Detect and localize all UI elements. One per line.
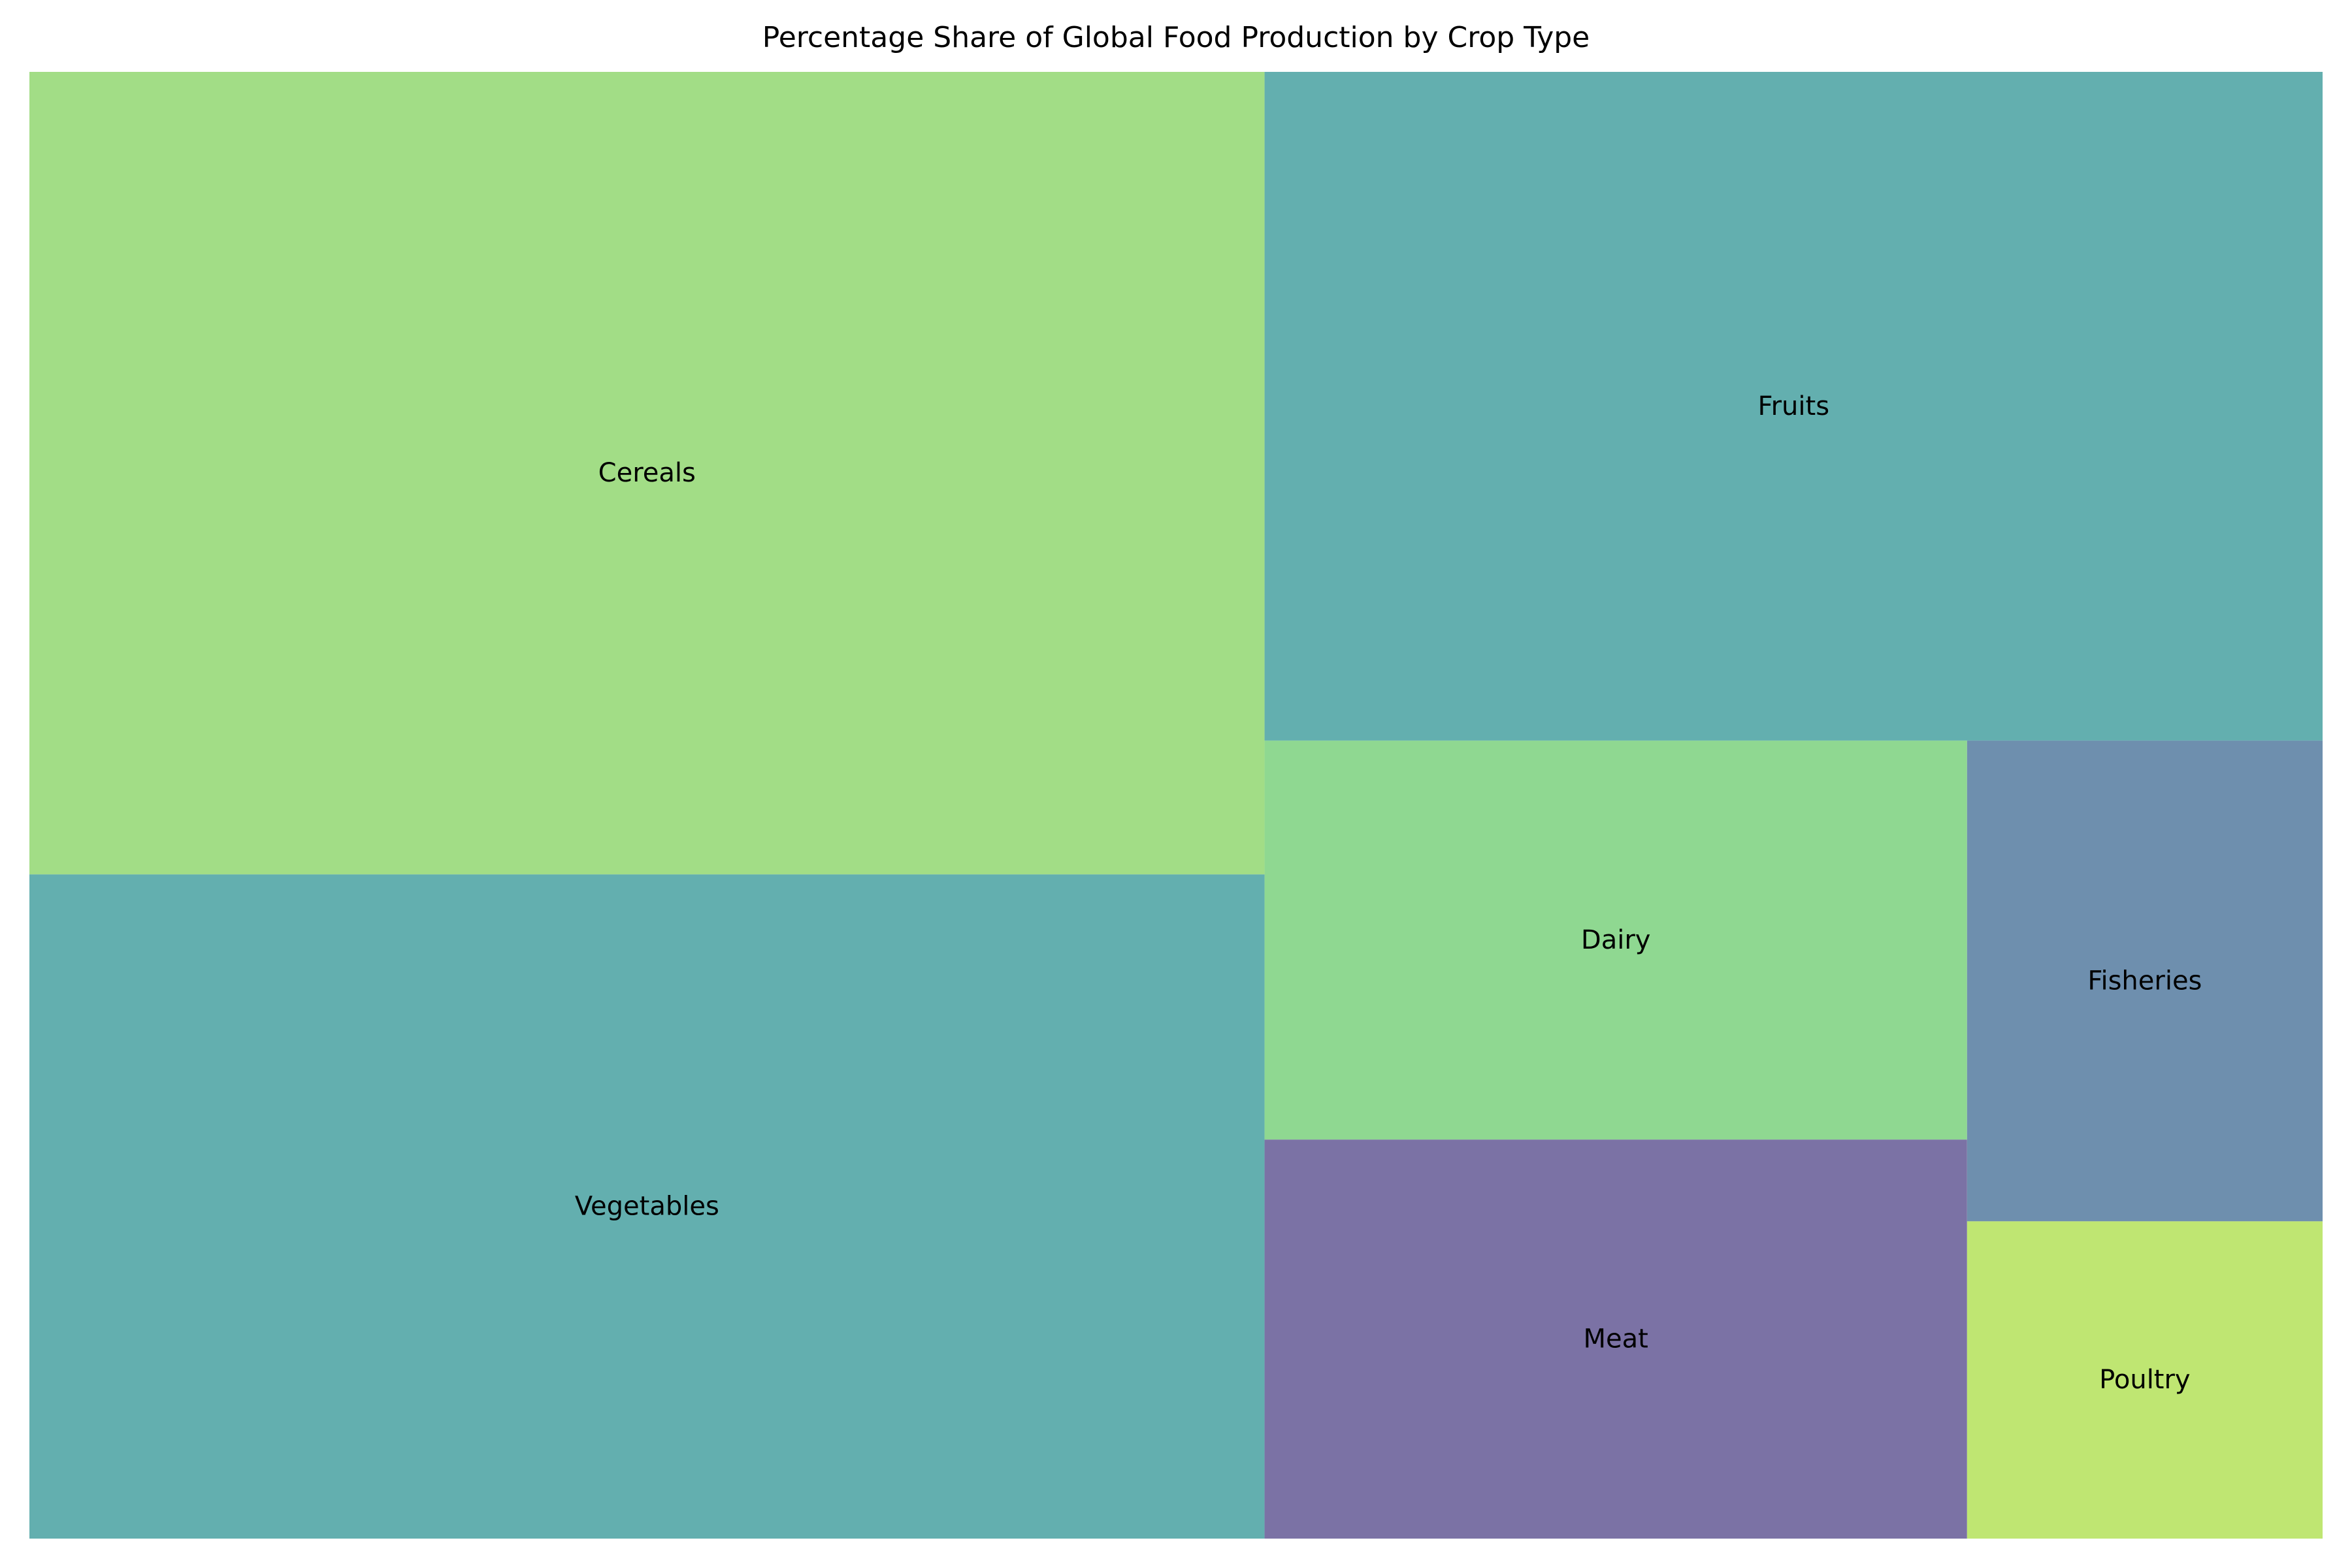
tile-rect-meat [1264,1139,1967,1539]
tile-vegetables: Vegetables [29,874,1265,1539]
tile-label-meat: Meat [1584,1324,1648,1354]
tile-label-fisheries: Fisheries [2087,966,2202,996]
tile-label-vegetables: Vegetables [575,1192,719,1222]
tile-rect-vegetables [29,874,1265,1539]
tile-label-fruits: Fruits [1758,391,1830,421]
tile-rect-fisheries [1967,740,2323,1222]
tile-rect-cereals [29,72,1265,875]
tile-poultry: Poultry [1967,1221,2323,1539]
tile-rect-poultry [1967,1221,2323,1539]
tile-label-cereals: Cereals [598,458,696,488]
tile-rect-dairy [1264,740,1967,1140]
tile-fisheries: Fisheries [1967,740,2323,1222]
tile-dairy: Dairy [1264,740,1967,1140]
tile-label-dairy: Dairy [1581,925,1651,955]
tile-label-poultry: Poultry [2099,1365,2190,1395]
tile-meat: Meat [1264,1139,1967,1539]
tile-cereals: Cereals [29,72,1265,875]
tile-rect-fruits [1264,72,2323,741]
tile-fruits: Fruits [1264,72,2323,741]
chart-title: Percentage Share of Global Food Producti… [762,21,1590,54]
